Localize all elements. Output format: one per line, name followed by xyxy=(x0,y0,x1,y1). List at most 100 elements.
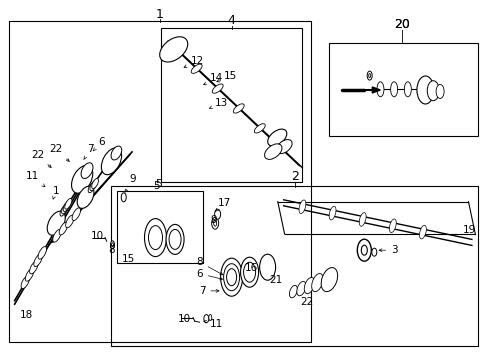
Text: 11: 11 xyxy=(26,171,45,187)
Ellipse shape xyxy=(299,200,305,213)
Ellipse shape xyxy=(111,146,122,160)
Text: 7: 7 xyxy=(198,286,219,296)
Text: 5: 5 xyxy=(155,179,162,189)
Text: 19: 19 xyxy=(462,225,475,235)
Text: 16: 16 xyxy=(244,263,258,273)
Ellipse shape xyxy=(47,211,65,235)
Ellipse shape xyxy=(148,221,154,231)
Text: 15: 15 xyxy=(216,71,237,82)
Ellipse shape xyxy=(144,219,166,257)
Ellipse shape xyxy=(304,278,314,294)
Text: 10: 10 xyxy=(91,231,104,241)
Ellipse shape xyxy=(213,220,216,226)
Ellipse shape xyxy=(110,241,114,249)
Ellipse shape xyxy=(259,254,275,280)
Ellipse shape xyxy=(416,76,433,104)
Ellipse shape xyxy=(191,64,202,73)
Text: 22: 22 xyxy=(31,150,51,167)
Ellipse shape xyxy=(226,269,236,286)
Ellipse shape xyxy=(64,198,72,209)
Ellipse shape xyxy=(59,222,67,235)
Ellipse shape xyxy=(72,208,81,221)
Text: 15: 15 xyxy=(121,254,135,264)
Text: 7: 7 xyxy=(83,144,94,159)
Bar xyxy=(117,191,203,263)
Ellipse shape xyxy=(321,267,337,292)
Ellipse shape xyxy=(166,224,183,255)
Ellipse shape xyxy=(359,213,366,226)
Ellipse shape xyxy=(214,209,220,219)
Ellipse shape xyxy=(223,264,239,291)
Ellipse shape xyxy=(243,262,255,282)
Text: 9: 9 xyxy=(125,174,136,192)
Bar xyxy=(9,21,310,342)
Ellipse shape xyxy=(71,165,93,193)
Text: 18: 18 xyxy=(20,310,34,320)
Ellipse shape xyxy=(88,183,95,193)
Ellipse shape xyxy=(208,315,211,320)
Ellipse shape xyxy=(311,274,323,292)
Ellipse shape xyxy=(404,82,410,97)
Text: 3: 3 xyxy=(378,245,397,255)
Ellipse shape xyxy=(357,239,370,261)
Ellipse shape xyxy=(21,276,29,289)
Ellipse shape xyxy=(368,73,370,78)
Ellipse shape xyxy=(435,85,443,98)
Ellipse shape xyxy=(212,84,223,93)
Ellipse shape xyxy=(92,179,98,189)
Ellipse shape xyxy=(390,82,397,97)
Ellipse shape xyxy=(276,140,291,154)
Text: 22: 22 xyxy=(49,144,69,161)
Ellipse shape xyxy=(63,201,70,212)
Ellipse shape xyxy=(427,81,438,101)
Text: 14: 14 xyxy=(203,73,223,85)
Text: 20: 20 xyxy=(393,18,409,31)
Text: 21: 21 xyxy=(269,275,283,285)
Ellipse shape xyxy=(53,229,61,242)
Ellipse shape xyxy=(150,224,153,229)
Bar xyxy=(328,43,477,136)
Ellipse shape xyxy=(203,315,208,323)
Ellipse shape xyxy=(328,206,335,220)
Ellipse shape xyxy=(233,104,244,113)
Ellipse shape xyxy=(419,225,426,239)
Ellipse shape xyxy=(90,181,97,191)
Text: 1: 1 xyxy=(53,186,60,199)
Ellipse shape xyxy=(60,205,67,216)
Ellipse shape xyxy=(38,247,46,259)
Text: 5: 5 xyxy=(153,181,160,192)
Ellipse shape xyxy=(376,82,383,97)
Text: 9: 9 xyxy=(210,215,217,225)
Text: 17: 17 xyxy=(215,198,230,211)
Ellipse shape xyxy=(264,144,282,159)
Text: 20: 20 xyxy=(393,18,409,31)
Ellipse shape xyxy=(240,257,258,287)
Ellipse shape xyxy=(169,229,181,249)
Ellipse shape xyxy=(61,203,69,214)
Polygon shape xyxy=(371,87,380,93)
Ellipse shape xyxy=(65,215,74,228)
Ellipse shape xyxy=(267,129,286,146)
Ellipse shape xyxy=(366,71,371,80)
Ellipse shape xyxy=(296,282,305,296)
Text: 4: 4 xyxy=(227,14,235,27)
Text: 8: 8 xyxy=(108,245,115,255)
Bar xyxy=(111,186,477,346)
Text: 1: 1 xyxy=(156,8,163,21)
Bar xyxy=(161,28,302,182)
Ellipse shape xyxy=(30,261,38,274)
Text: 13: 13 xyxy=(209,98,228,108)
Ellipse shape xyxy=(211,217,218,229)
Text: 22: 22 xyxy=(300,297,313,307)
Ellipse shape xyxy=(220,258,242,296)
Ellipse shape xyxy=(148,226,162,249)
Text: 10: 10 xyxy=(178,314,191,324)
Ellipse shape xyxy=(289,285,297,298)
Ellipse shape xyxy=(101,148,122,175)
Text: 8: 8 xyxy=(196,257,223,275)
Text: 11: 11 xyxy=(203,319,223,329)
Text: 6: 6 xyxy=(93,137,104,151)
Text: 12: 12 xyxy=(183,56,203,67)
Ellipse shape xyxy=(111,243,113,247)
Ellipse shape xyxy=(25,269,34,281)
